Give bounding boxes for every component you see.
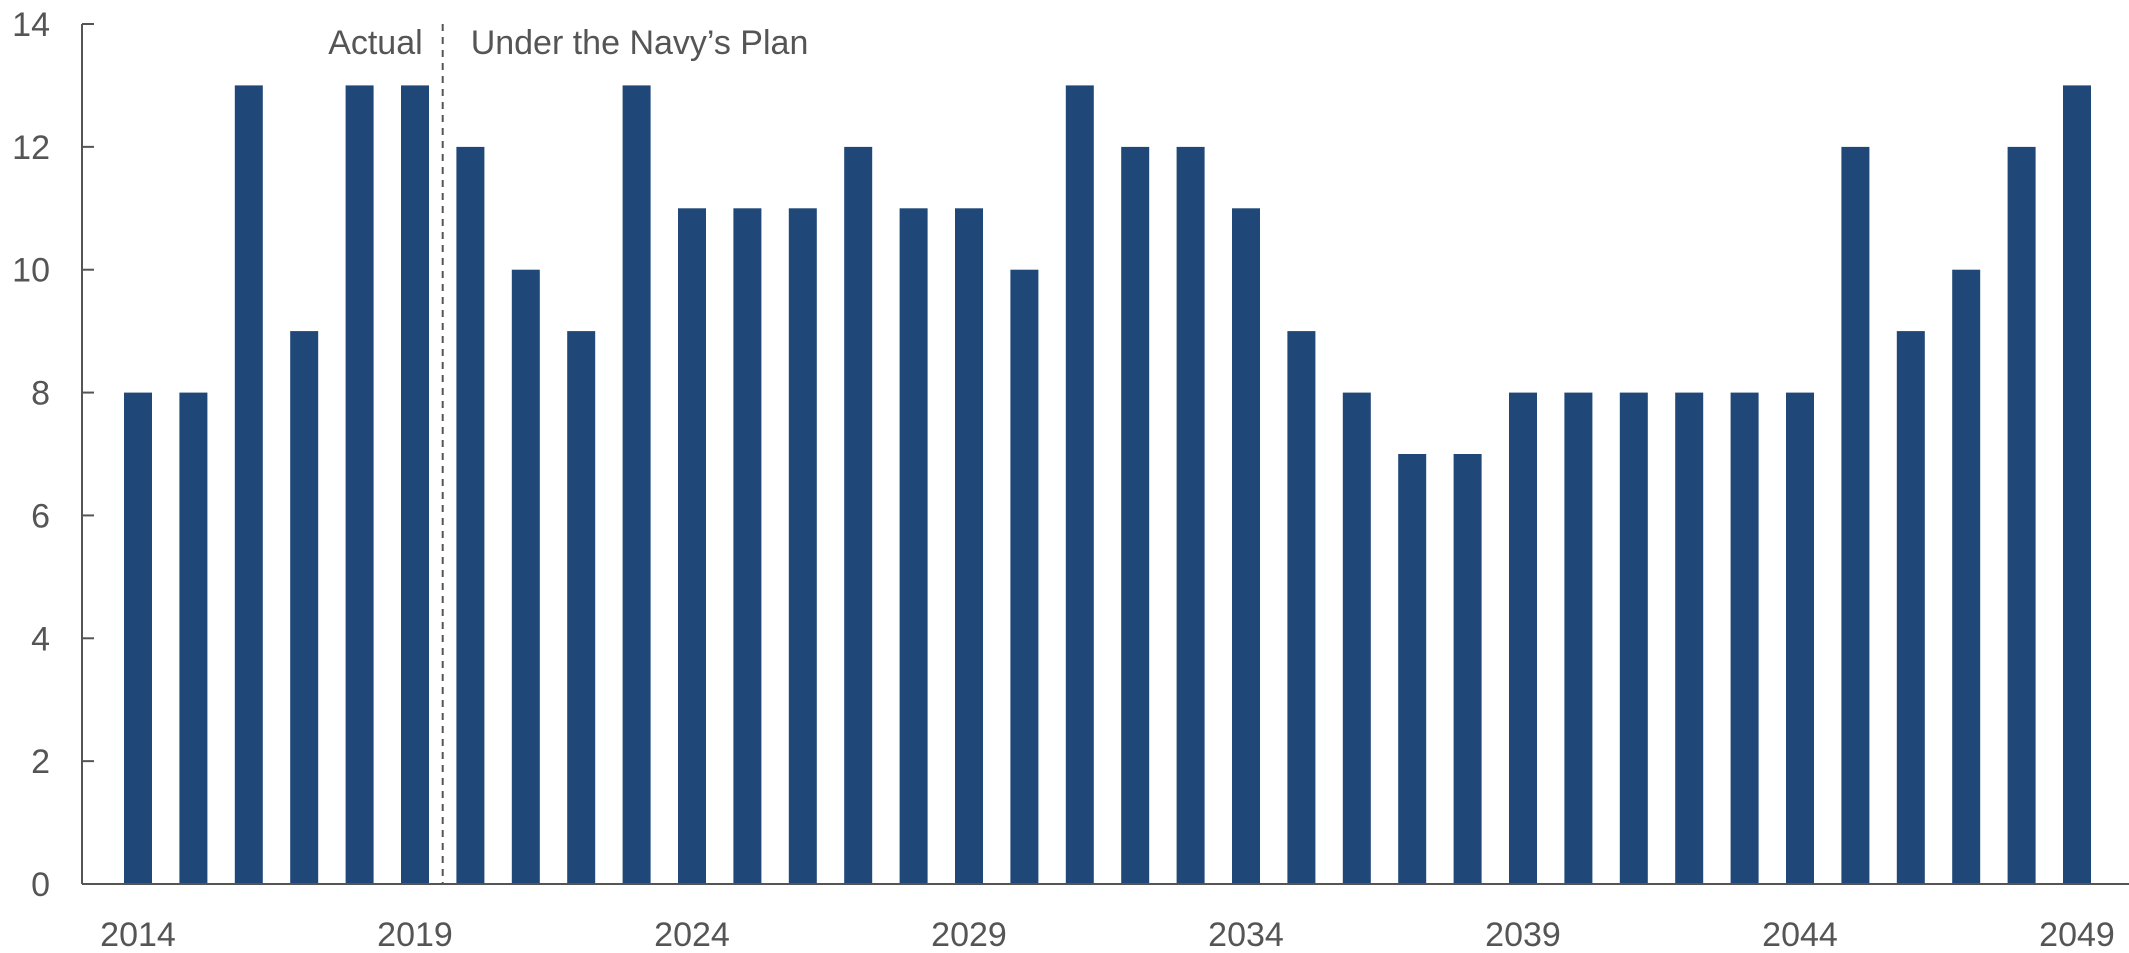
bar-2028 (899, 208, 928, 885)
axes-group (81, 23, 2129, 885)
bar-2047 (1952, 269, 1981, 884)
bar-2022 (567, 331, 596, 885)
x-tick-label-2039: 2039 (1485, 916, 1561, 953)
bar-2049 (2063, 85, 2091, 884)
bar-2018 (345, 85, 374, 884)
bar-2019 (401, 85, 429, 884)
bar-2037 (1398, 454, 1427, 884)
bar-2023 (622, 85, 651, 884)
y-tick-label-2: 2 (31, 743, 50, 781)
bar-2045 (1841, 146, 1870, 884)
bar-2032 (1121, 146, 1150, 884)
bar-2038 (1453, 454, 1482, 884)
x-tick-label-2034: 2034 (1208, 916, 1284, 953)
y-tick-label-12: 12 (12, 129, 50, 167)
bar-2016 (234, 85, 263, 884)
bar-2033 (1176, 146, 1205, 884)
y-tick-labels: 0 2 4 6 8 10 12 14 (12, 6, 50, 904)
x-tick-label-2014: 2014 (100, 916, 176, 953)
x-tick-label-2024: 2024 (654, 916, 730, 953)
bar-2042 (1675, 392, 1704, 884)
y-tick-label-14: 14 (12, 6, 50, 44)
y-tick-label-10: 10 (12, 252, 50, 290)
y-tick-label-8: 8 (31, 375, 50, 413)
bar-2048 (2007, 146, 2036, 884)
bar-2046 (1896, 331, 1925, 885)
bar-2020 (456, 146, 485, 884)
bar-2026 (788, 208, 817, 885)
bars-group (124, 85, 2091, 885)
bar-2040 (1564, 392, 1593, 884)
bar-2014 (124, 392, 152, 884)
bar-2034 (1232, 208, 1260, 885)
bar-2021 (511, 269, 540, 884)
bar-2029 (955, 208, 983, 885)
x-tick-label-2044: 2044 (1762, 916, 1838, 953)
bar-2017 (290, 331, 319, 885)
bar-2030 (1010, 269, 1039, 884)
bar-2039 (1509, 392, 1537, 884)
y-tick-label-6: 6 (31, 497, 50, 535)
bar-2044 (1786, 392, 1814, 884)
bar-2041 (1619, 392, 1648, 884)
x-tick-label-2029: 2029 (931, 916, 1007, 953)
y-tick-label-0: 0 (31, 866, 50, 904)
actual-label: Actual (328, 24, 423, 62)
plan-label: Under the Navy’s Plan (471, 24, 809, 62)
bar-2043 (1730, 392, 1759, 884)
bar-2027 (844, 146, 873, 884)
bar-2015 (179, 392, 208, 884)
x-tick-label-2019: 2019 (377, 916, 453, 953)
bar-2025 (733, 208, 762, 885)
bar-2035 (1287, 331, 1316, 885)
x-tick-labels: 2014 2019 2024 2029 2034 2039 2044 2049 (100, 916, 2115, 953)
y-tick-label-4: 4 (31, 620, 50, 658)
bar-2024 (678, 208, 706, 885)
bar-2031 (1065, 85, 1094, 884)
bar-2036 (1342, 392, 1371, 884)
x-tick-label-2049: 2049 (2039, 916, 2115, 953)
